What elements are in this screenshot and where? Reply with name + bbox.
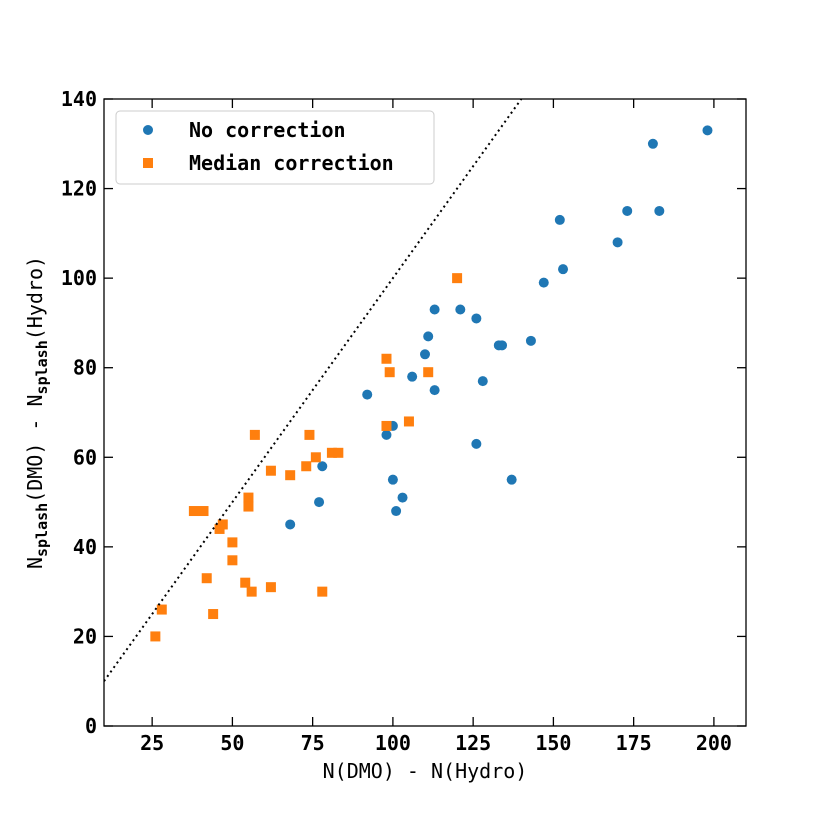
data-point-circle — [455, 304, 466, 315]
data-point-circle — [362, 389, 373, 400]
legend-label: No correction — [189, 118, 346, 142]
data-point-square — [326, 447, 337, 458]
data-point-square — [301, 461, 312, 472]
data-layer — [150, 125, 713, 642]
data-point-circle — [622, 205, 633, 216]
y-tick-label: 20 — [73, 624, 97, 648]
x-tick-label: 100 — [375, 731, 411, 755]
y-tick-label: 40 — [73, 535, 97, 559]
data-point-circle — [647, 138, 658, 149]
reference-line-layer — [104, 99, 523, 682]
data-point-square — [317, 586, 328, 597]
y-label-subscript: splash — [33, 340, 51, 394]
legend: No correction Median correction — [115, 110, 435, 185]
data-point-circle — [387, 474, 398, 485]
data-point-circle — [702, 125, 713, 136]
data-point-square — [150, 631, 161, 642]
y-label-part: N — [23, 557, 47, 569]
data-point-circle — [558, 264, 569, 275]
data-point-circle — [477, 376, 488, 387]
legend-marker-square — [143, 158, 153, 168]
x-tick-label: 200 — [696, 731, 732, 755]
x-axis-label: N(DMO) - N(Hydro) — [323, 759, 528, 783]
data-point-circle — [654, 205, 665, 216]
data-point-circle — [391, 506, 402, 517]
y-label-part: (Hydro) — [23, 256, 47, 340]
data-point-square — [384, 367, 395, 378]
y-tick-label: 140 — [61, 87, 97, 111]
data-point-square — [227, 555, 238, 566]
data-point-circle — [381, 429, 392, 440]
data-point-square — [243, 501, 254, 512]
data-point-square — [240, 577, 251, 588]
data-point-square — [310, 452, 321, 463]
x-tick-label: 150 — [535, 731, 571, 755]
series-no-correction — [285, 125, 713, 530]
series-median-correction — [150, 273, 463, 642]
data-point-square — [403, 416, 414, 427]
axes-layer: 25 50 75 100 125 150 175 200 0 20 40 60 80 100 120 140 — [61, 87, 747, 755]
legend-marker-circle — [143, 125, 153, 135]
x-tick-label: 175 — [616, 731, 652, 755]
data-point-circle — [506, 474, 517, 485]
data-point-square — [249, 429, 260, 440]
data-point-circle — [497, 340, 508, 351]
y-tick-label: 60 — [73, 445, 97, 469]
data-point-square — [156, 604, 167, 615]
data-point-square — [217, 519, 228, 530]
x-tick-label: 75 — [301, 731, 325, 755]
data-point-square — [246, 586, 257, 597]
data-point-circle — [538, 277, 549, 288]
y-tick-label: 100 — [61, 266, 97, 290]
data-point-square — [265, 582, 276, 593]
data-point-square — [423, 367, 434, 378]
data-point-square — [188, 506, 199, 517]
data-point-circle — [429, 385, 440, 396]
x-tick-label: 25 — [140, 731, 164, 755]
data-point-circle — [420, 349, 430, 360]
data-point-square — [285, 470, 296, 481]
data-point-square — [198, 506, 209, 517]
data-point-square — [208, 609, 219, 620]
y-axis-label: Nsplash(DMO) - Nsplash(Hydro) — [23, 256, 51, 569]
data-point-circle — [314, 497, 325, 508]
data-point-circle — [317, 461, 328, 472]
y-tick-label: 120 — [61, 177, 97, 201]
data-point-circle — [429, 304, 440, 315]
y-label-subscript: splash — [33, 503, 51, 557]
x-tick-label: 50 — [220, 731, 244, 755]
data-point-circle — [423, 331, 434, 342]
data-point-square — [452, 273, 463, 284]
data-point-circle — [471, 438, 482, 449]
data-point-square — [381, 353, 392, 364]
data-point-circle — [612, 237, 623, 248]
data-point-square — [243, 492, 254, 503]
reference-line — [104, 99, 523, 682]
data-point-circle — [397, 492, 408, 503]
y-tick-label: 0 — [85, 714, 97, 738]
y-tick-label: 80 — [73, 356, 97, 380]
data-point-square — [201, 573, 212, 584]
data-point-circle — [407, 371, 418, 382]
x-tick-label: 125 — [455, 731, 491, 755]
data-point-square — [304, 429, 315, 440]
data-point-square — [265, 465, 276, 476]
data-point-square — [333, 447, 344, 458]
y-label-part: (DMO) - N — [23, 394, 47, 502]
data-point-circle — [471, 313, 482, 324]
data-point-square — [381, 420, 392, 431]
data-point-circle — [554, 214, 565, 225]
legend-box — [115, 110, 435, 185]
data-point-circle — [285, 519, 296, 530]
data-point-square — [227, 537, 238, 548]
data-point-circle — [525, 335, 536, 346]
legend-label: Median correction — [189, 151, 394, 175]
plot-frame — [103, 98, 747, 727]
